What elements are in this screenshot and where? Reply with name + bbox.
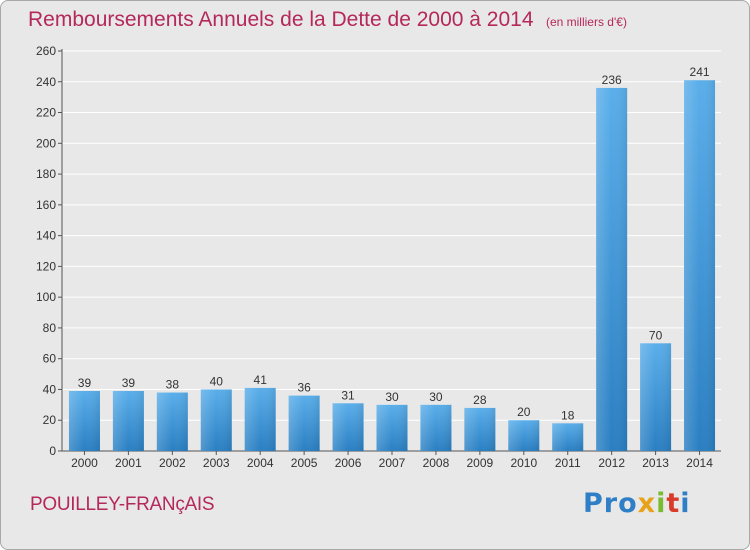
proxiti-logo: Proxiti	[583, 488, 691, 519]
value-label: 41	[254, 373, 268, 387]
y-tick-label: 100	[36, 290, 56, 304]
bar-shade	[200, 389, 232, 451]
y-tick-label: 140	[36, 229, 56, 243]
value-label: 39	[122, 376, 136, 390]
y-tick-label: 0	[49, 444, 56, 458]
x-tick-label: 2010	[510, 456, 537, 470]
x-tick-label: 2001	[115, 456, 142, 470]
value-label: 31	[341, 388, 355, 402]
bar-shade	[684, 80, 716, 451]
bar-shade	[596, 87, 628, 451]
y-tick-label: 80	[43, 321, 57, 335]
x-tick-label: 2014	[686, 456, 713, 470]
value-label: 38	[166, 378, 180, 392]
value-label: 70	[649, 328, 663, 342]
bar-shade	[552, 423, 584, 451]
value-label: 20	[517, 405, 531, 419]
bar-shade	[464, 407, 496, 451]
value-label: 28	[473, 393, 487, 407]
value-label: 36	[297, 381, 311, 395]
bar-shade	[244, 387, 276, 451]
y-tick-label: 260	[36, 44, 56, 58]
x-tick-label: 2011	[555, 456, 581, 470]
bar-shade	[156, 392, 188, 451]
bar-shade	[288, 395, 320, 451]
x-tick-label: 2003	[203, 456, 230, 470]
x-tick-label: 2012	[598, 456, 625, 470]
y-tick-label: 20	[43, 413, 57, 427]
logo-part-4: t	[666, 488, 681, 519]
value-label: 30	[429, 390, 443, 404]
bar-shade	[640, 343, 672, 451]
x-tick-label: 2008	[423, 456, 450, 470]
y-tick-label: 240	[36, 75, 56, 89]
value-label: 40	[210, 374, 224, 388]
bar-shade	[68, 391, 100, 451]
y-tick-labels: 0 20 40 60 80 100 120 140 160 180 200 220 240 260	[36, 44, 56, 458]
x-tick-label: 2006	[335, 456, 362, 470]
value-label: 236	[602, 73, 622, 87]
bar-shade	[508, 420, 540, 451]
bar-shade	[420, 404, 452, 451]
value-labels: 39 39 38 40 41 36 31 30 30 28 20 18 236 70 241	[78, 65, 710, 422]
chart-title-row: Remboursements Annuels de la Dette de 20…	[28, 8, 627, 32]
x-tick-label: 2005	[291, 456, 318, 470]
logo-part-3: i	[656, 488, 667, 519]
y-tick-label: 220	[36, 106, 56, 120]
y-tick-label: 40	[43, 382, 57, 396]
logo-part-2: x	[637, 488, 657, 519]
bar-shade	[332, 403, 364, 451]
logo-part-5: i	[680, 488, 691, 519]
y-tick-label: 120	[36, 259, 56, 273]
x-tick-label: 2000	[71, 456, 98, 470]
commune-name: POUILLEY-FRANçAIS	[30, 494, 215, 515]
x-tick-label: 2002	[159, 456, 186, 470]
value-label: 18	[561, 408, 575, 422]
x-tick-label: 2009	[467, 456, 494, 470]
y-tick-label: 160	[36, 198, 56, 212]
y-tick-label: 200	[36, 136, 56, 150]
x-tick-labels: 2000 2001 2002 2003 2004 2005 2006 2007 2008 2009…	[71, 456, 713, 470]
chart-subtitle: (en milliers d'€)	[545, 15, 627, 29]
x-tick-label: 2013	[642, 456, 669, 470]
chart-title: Remboursements Annuels de la Dette de 20…	[28, 8, 534, 31]
value-label: 241	[690, 65, 710, 79]
bars	[68, 80, 716, 451]
value-label: 39	[78, 376, 92, 390]
y-tick-label: 60	[43, 352, 57, 366]
y-tick-label: 180	[36, 167, 56, 181]
x-tick-label: 2007	[379, 456, 406, 470]
logo-part-1: Pro	[583, 488, 638, 519]
bar-shade	[112, 391, 144, 451]
value-label: 30	[385, 390, 399, 404]
bar-shade	[376, 404, 408, 451]
x-tick-label: 2004	[247, 456, 274, 470]
